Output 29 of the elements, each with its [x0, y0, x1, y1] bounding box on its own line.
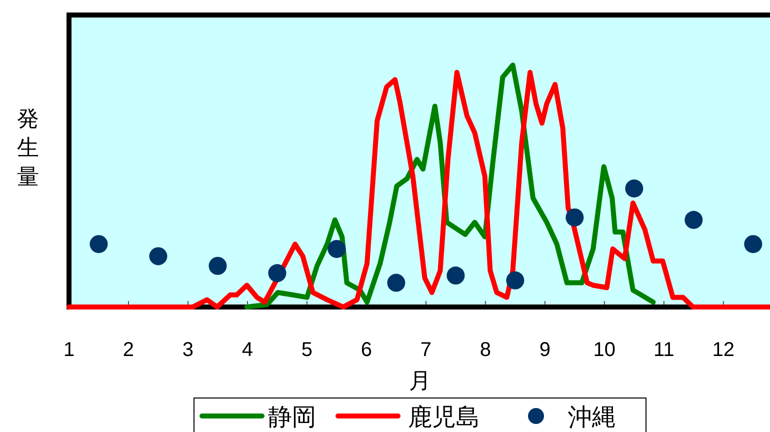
point [328, 240, 346, 258]
legend-label: 鹿児島 [408, 404, 480, 431]
x-tick-label: 1 [63, 339, 75, 361]
point [625, 179, 644, 198]
point [208, 256, 227, 275]
point [744, 235, 762, 254]
point [387, 274, 406, 292]
point [684, 210, 703, 229]
x-tick-label: 3 [182, 339, 194, 361]
legend-label: 沖縄 [568, 404, 616, 431]
x-tick-label: 6 [360, 339, 372, 361]
x-tick-label: 7 [420, 339, 432, 361]
point [566, 208, 584, 226]
point [506, 271, 524, 290]
point [446, 266, 465, 285]
x-tick-label: 12 [712, 339, 735, 361]
point [90, 235, 108, 254]
x-axis-title: 月 [409, 368, 431, 393]
x-tick-label: 10 [593, 339, 616, 361]
x-tick-label: 5 [301, 339, 313, 361]
x-tick-label: 8 [480, 339, 492, 361]
x-tick-label: 2 [122, 339, 134, 361]
point [149, 247, 168, 266]
x-tick-label: 4 [242, 339, 254, 361]
legend-label: 静岡 [268, 404, 316, 431]
y-axis-title: 発生量 [17, 106, 39, 189]
x-tick-label: 9 [539, 339, 550, 361]
x-tick-label: 11 [654, 339, 674, 361]
point [268, 264, 286, 282]
